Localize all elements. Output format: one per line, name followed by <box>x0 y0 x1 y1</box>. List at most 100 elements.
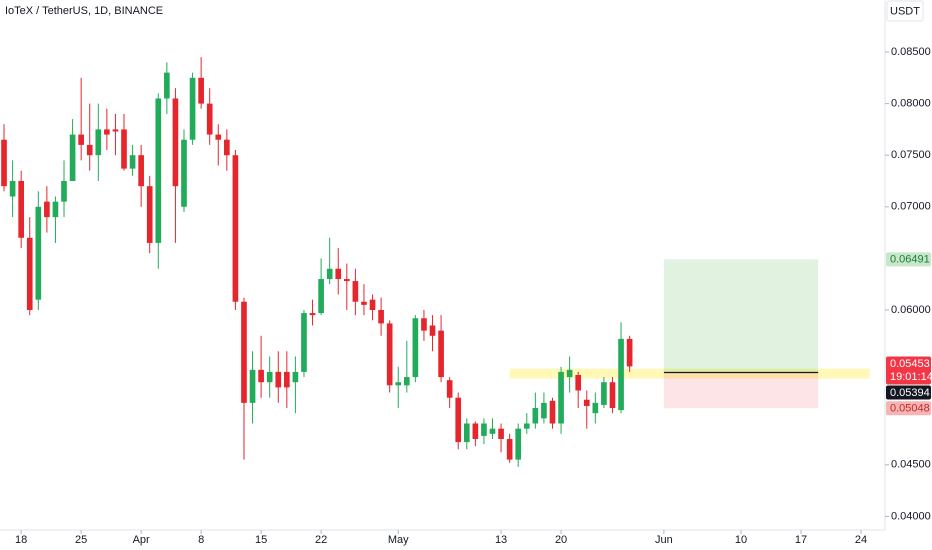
candle-body <box>95 129 102 156</box>
candle-body <box>489 428 496 434</box>
candle-body <box>9 181 16 197</box>
candle-body <box>335 268 342 280</box>
candle-body <box>61 181 67 202</box>
candle-body <box>138 155 144 187</box>
y-tick-label: 0.06000 <box>891 304 931 316</box>
candle-body <box>172 98 179 187</box>
candle-body <box>78 134 84 145</box>
x-tick-label: 13 <box>495 534 507 546</box>
candle-body <box>395 382 402 386</box>
candle-body <box>35 206 42 300</box>
candle-body <box>463 423 470 443</box>
price-label-box <box>886 401 931 416</box>
x-tick-label: 24 <box>855 534 867 546</box>
candle-body <box>18 181 24 238</box>
candle-body <box>215 134 222 140</box>
candle-body <box>241 301 247 403</box>
y-tick-label: 0.07000 <box>891 201 931 213</box>
x-tick-label: Apr <box>133 534 150 546</box>
candle-body <box>301 313 307 372</box>
price-label: 0.05394 <box>890 387 930 399</box>
candle-body <box>249 369 256 403</box>
x-tick-label: 10 <box>735 534 747 546</box>
y-tick-label: 0.08000 <box>891 98 931 110</box>
candle-body <box>104 129 110 135</box>
candle-body <box>258 369 264 383</box>
candle-body <box>421 318 427 331</box>
candle-body <box>472 423 479 439</box>
price-label-box <box>886 385 931 400</box>
price-countdown: 19:01:14 <box>890 371 932 383</box>
y-tick-label: 0.04500 <box>891 459 931 471</box>
candle-body <box>498 428 504 439</box>
support-zone <box>509 368 870 379</box>
candle-body <box>275 371 282 388</box>
price-label-box <box>886 356 931 385</box>
candle-body <box>224 139 230 156</box>
target-area <box>663 259 819 373</box>
candle-body <box>343 279 350 282</box>
candle-body <box>506 438 513 460</box>
candle-body <box>189 77 196 140</box>
candle-body <box>44 201 50 218</box>
candle-body <box>446 380 453 398</box>
x-tick-label: Jun <box>655 534 673 546</box>
candle-body <box>284 371 290 388</box>
candle-body <box>575 375 582 391</box>
candle-body <box>429 325 436 336</box>
candle-body <box>352 281 359 302</box>
candle-body <box>129 155 136 169</box>
price-label: 0.05048 <box>890 403 930 415</box>
candle-body <box>146 186 153 243</box>
x-tick-label: 18 <box>15 534 27 546</box>
currency[interactable]: USDT <box>890 5 920 17</box>
candle-body <box>266 371 273 383</box>
candle-body <box>438 330 444 378</box>
candle-body <box>386 323 393 386</box>
candle-body <box>583 399 590 406</box>
x-tick-label: 8 <box>198 534 204 546</box>
candle-body <box>541 402 547 419</box>
candle-body <box>532 408 539 424</box>
x-tick-label: 25 <box>75 534 87 546</box>
candle-body <box>326 268 333 280</box>
candle-body <box>112 129 119 132</box>
candle-body <box>292 371 299 383</box>
candle-body <box>558 371 564 424</box>
candle-body <box>155 98 162 243</box>
price-label-box <box>886 252 931 267</box>
y-tick-label: 0.08500 <box>891 46 931 58</box>
x-tick-label: 15 <box>255 534 267 546</box>
stop-area <box>663 372 819 409</box>
candle-body <box>318 279 324 314</box>
candle-body <box>618 338 624 411</box>
candle-body <box>369 299 376 310</box>
candle-body <box>601 382 607 405</box>
candle-body <box>592 402 599 414</box>
candle-body <box>566 369 573 378</box>
chart-title: IoTeX / TetherUS, 1D, BINANCE <box>5 5 163 17</box>
candle-body <box>403 377 410 386</box>
x-tick-label: 22 <box>315 534 327 546</box>
candle-body <box>549 400 556 424</box>
y-tick-label: 0.07500 <box>891 149 931 161</box>
candle-body <box>1 139 7 187</box>
candle-body <box>69 134 76 182</box>
candle-body <box>232 155 239 302</box>
candle-body <box>206 103 213 135</box>
currency-box[interactable] <box>886 0 924 22</box>
candle-body <box>412 318 419 378</box>
candle-body <box>481 423 487 436</box>
candle-body <box>164 72 170 99</box>
candle-body <box>515 428 522 460</box>
candle-body <box>52 201 59 218</box>
candle-body <box>309 313 316 316</box>
candle-body <box>181 139 187 207</box>
x-tick-label: 20 <box>555 534 567 546</box>
candle-body <box>361 301 367 305</box>
candle-body <box>523 423 530 429</box>
candle-body <box>198 77 204 104</box>
candle-body <box>121 129 127 169</box>
